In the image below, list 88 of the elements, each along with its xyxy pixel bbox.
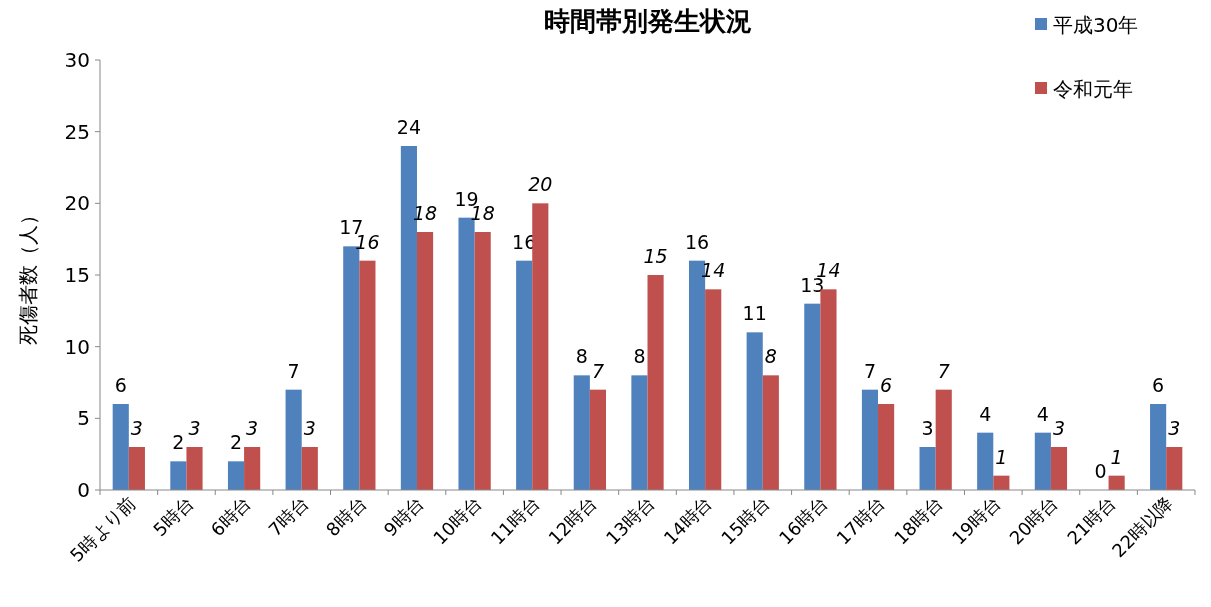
bar xyxy=(170,461,187,490)
y-tick-label: 25 xyxy=(64,119,90,144)
x-tick-label: 19時台 xyxy=(947,491,1005,549)
x-tick-label: 9時台 xyxy=(379,491,428,541)
legend-label: 平成30年 xyxy=(1053,13,1139,37)
data-label: 3 xyxy=(130,417,143,439)
bar xyxy=(227,461,245,490)
bar xyxy=(935,389,952,490)
data-label: 4 xyxy=(979,402,992,425)
x-tick-label: 12時台 xyxy=(544,491,601,549)
y-tick-label: 30 xyxy=(64,48,90,72)
data-label: 1 xyxy=(1110,445,1123,468)
x-tick-label: 7時台 xyxy=(264,491,313,541)
data-label: 3 xyxy=(246,417,259,439)
data-label: 2 xyxy=(172,431,185,454)
bar xyxy=(416,232,434,490)
x-tick-label: 14時台 xyxy=(659,491,716,549)
data-label: 15 xyxy=(643,245,668,267)
data-label: 8 xyxy=(764,345,777,368)
bar xyxy=(705,289,722,490)
x-tick-label: 8時台 xyxy=(321,491,371,541)
bar xyxy=(128,447,145,490)
bar xyxy=(1034,432,1051,490)
bar xyxy=(746,332,763,490)
bar xyxy=(1150,404,1167,490)
x-tick-label: 17時台 xyxy=(832,491,889,549)
bar xyxy=(1166,447,1183,490)
bar xyxy=(516,260,533,490)
bar xyxy=(285,389,302,490)
data-label: 2 xyxy=(229,431,243,454)
y-tick-label: 20 xyxy=(64,191,90,216)
data-label: 16 xyxy=(684,230,710,253)
data-label: 0 xyxy=(1094,460,1107,482)
bar xyxy=(762,375,779,490)
bar xyxy=(186,447,203,490)
x-tick-label: 11時台 xyxy=(486,491,544,549)
data-label: 8 xyxy=(575,345,588,368)
bar xyxy=(573,375,590,490)
data-label: 7 xyxy=(591,359,604,382)
bar xyxy=(919,447,936,490)
bar xyxy=(532,203,549,490)
y-tick-label: 0 xyxy=(77,478,90,502)
y-tick-label: 10 xyxy=(64,334,90,359)
bar xyxy=(359,260,376,490)
data-label: 1 xyxy=(995,445,1008,468)
data-label: 3 xyxy=(921,417,934,439)
x-tick-label: 13時台 xyxy=(601,491,659,549)
data-label: 7 xyxy=(863,359,876,382)
data-label: 3 xyxy=(303,417,316,439)
bar xyxy=(474,232,491,490)
bar xyxy=(878,404,895,490)
y-tick-label: 15 xyxy=(64,263,90,287)
x-tick-label: 20時台 xyxy=(1005,491,1062,549)
y-axis-title: 死傷者数（人） xyxy=(16,205,40,345)
bar xyxy=(804,303,821,490)
bar xyxy=(301,447,318,490)
data-label: 8 xyxy=(633,345,646,368)
data-label: 11 xyxy=(742,302,767,325)
x-tick-label: 5時台 xyxy=(148,491,198,541)
legend-label: 令和元年 xyxy=(1053,77,1133,101)
bar xyxy=(861,389,879,490)
bar xyxy=(647,275,664,490)
chart-title: 時間帯別発生状況 xyxy=(543,6,752,36)
bar xyxy=(244,447,261,490)
bar xyxy=(1108,475,1125,490)
data-label: 24 xyxy=(396,116,421,138)
data-label: 3 xyxy=(188,417,201,439)
x-tick-label: 15時台 xyxy=(717,491,774,549)
data-label: 6 xyxy=(1152,374,1165,396)
data-label: 6 xyxy=(114,374,127,396)
bar xyxy=(1050,447,1068,490)
data-label: 3 xyxy=(1168,417,1181,439)
data-label: 7 xyxy=(287,359,300,382)
x-tick-label: 6時台 xyxy=(206,491,255,541)
bar xyxy=(993,475,1010,490)
data-label: 3 xyxy=(1052,417,1066,439)
data-label: 4 xyxy=(1036,402,1049,425)
bar xyxy=(631,375,648,490)
data-label: 20 xyxy=(528,173,553,196)
bar xyxy=(589,389,606,490)
bar xyxy=(112,404,129,490)
y-tick-label: 5 xyxy=(77,406,90,431)
x-tick-label: 16時台 xyxy=(774,491,832,549)
data-label: 7 xyxy=(937,359,950,382)
x-tick-label: 10時台 xyxy=(428,491,486,549)
x-tick-label: 18時台 xyxy=(889,491,947,549)
data-label: 6 xyxy=(880,374,893,396)
bar xyxy=(977,432,994,490)
